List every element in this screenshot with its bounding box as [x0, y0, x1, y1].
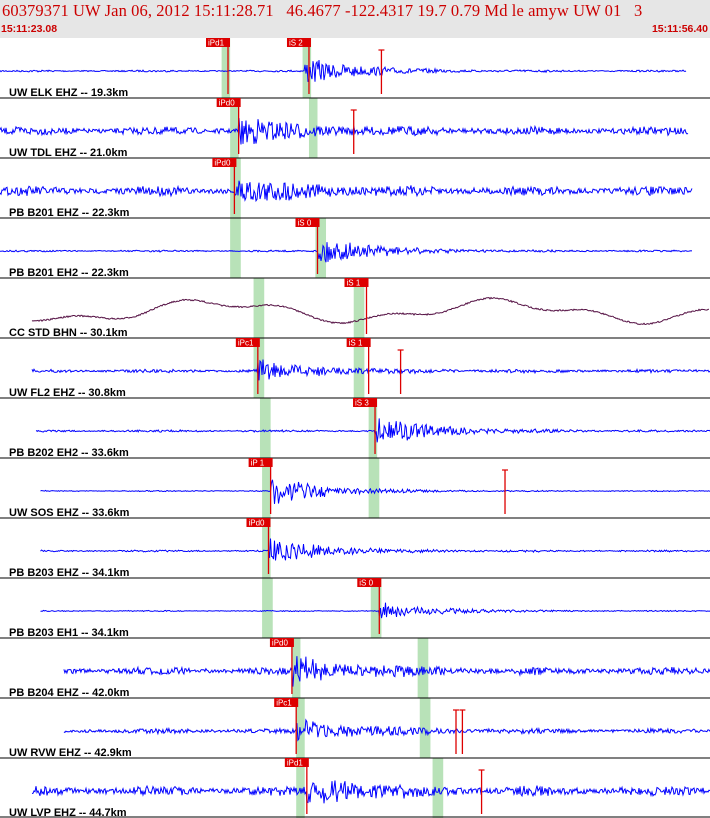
svg-text:iPd0: iPd0 — [272, 639, 289, 648]
waveform-trace — [0, 242, 693, 263]
pick-label: iPc1 — [274, 698, 299, 708]
pick-window — [262, 518, 271, 578]
waveform-trace — [31, 780, 710, 804]
station-label: UW LVP EHZ -- 44.7km — [9, 807, 127, 818]
svg-text:iPd1: iPd1 — [208, 39, 225, 48]
waveform-trace — [31, 296, 710, 326]
svg-text:iS 1: iS 1 — [349, 339, 363, 348]
pick-label: iS 1 — [344, 278, 369, 288]
svg-text:iPd0: iPd0 — [219, 99, 236, 108]
station-label: PB B201 EH2 -- 22.3km — [9, 267, 129, 279]
pick-label: iPd1 — [206, 38, 231, 48]
pick-label: iPd0 — [216, 98, 241, 108]
station-label: UW FL2 EHZ -- 30.8km — [9, 387, 126, 399]
pick-label: iPd0 — [269, 638, 294, 648]
svg-text:iPd0: iPd0 — [214, 159, 231, 168]
pick-label: iPc1 — [235, 338, 260, 348]
pick-label: iPd0 — [246, 518, 271, 528]
waveform-trace — [31, 359, 710, 381]
event-title: 60379371 UW Jan 06, 2012 15:11:28.71 46.… — [2, 1, 643, 20]
end-time: 15:11:56.40 — [651, 23, 708, 35]
waveform-trace — [40, 602, 710, 619]
pick-label: iS 0 — [357, 578, 382, 588]
station-label: UW ELK EHZ -- 19.3km — [9, 87, 128, 99]
pick-window — [370, 578, 382, 638]
svg-text:iPd1: iPd1 — [287, 759, 304, 768]
pick-label: iPd0 — [212, 158, 237, 168]
pick-window — [221, 38, 231, 98]
start-time: 15:11:23.08 — [1, 23, 58, 35]
waveform-trace — [0, 180, 693, 203]
pick-window — [259, 398, 271, 458]
svg-text:iS 0: iS 0 — [359, 579, 373, 588]
pick-window — [417, 638, 429, 698]
pick-label: iS 3 — [353, 398, 378, 408]
station-label: PB B201 EHZ -- 22.3km — [9, 207, 130, 219]
pick-window — [262, 578, 273, 638]
svg-text:iS 3: iS 3 — [355, 399, 369, 408]
svg-text:iS 1: iS 1 — [347, 279, 361, 288]
station-label: CC STD BHN -- 30.1km — [9, 327, 128, 339]
svg-text:iPc1: iPc1 — [276, 699, 292, 708]
pick-label: iP 1 — [248, 458, 273, 468]
station-label: PB B203 EH1 -- 34.1km — [9, 627, 129, 639]
station-label: PB B202 EH2 -- 33.6km — [9, 447, 129, 459]
waveform-trace — [0, 59, 687, 83]
svg-text:iP 1: iP 1 — [251, 459, 265, 468]
station-label: UW RVW EHZ -- 42.9km — [9, 747, 132, 759]
pick-label: iS 2 — [286, 38, 311, 48]
pick-window — [353, 278, 365, 338]
station-label: UW SOS EHZ -- 33.6km — [9, 507, 130, 519]
seismogram-panel: iPd1 iS 2 UW ELK EHZ -- 19.3km iPd0 UW TDL E… — [0, 38, 710, 818]
pick-window — [432, 758, 444, 818]
waveform-trace — [63, 718, 710, 742]
pick-window — [253, 278, 265, 338]
waveform-trace — [0, 117, 689, 145]
svg-text:iS 0: iS 0 — [297, 219, 311, 228]
pick-window — [368, 398, 378, 458]
pick-window — [230, 158, 241, 218]
station-label: PB B204 EHZ -- 42.0km — [9, 687, 130, 699]
station-label: UW TDL EHZ -- 21.0km — [9, 147, 128, 159]
pick-window — [368, 458, 380, 518]
waveform-trace — [40, 479, 710, 504]
pick-label: iPd1 — [284, 758, 309, 768]
pick-window — [253, 338, 265, 398]
svg-text:iS 2: iS 2 — [289, 39, 303, 48]
waveform-trace — [63, 656, 710, 687]
svg-text:iPc1: iPc1 — [238, 339, 254, 348]
pick-window — [419, 698, 431, 758]
svg-text:iPd0: iPd0 — [248, 519, 265, 528]
pick-window — [230, 218, 241, 278]
pick-window — [262, 458, 271, 518]
waveform-trace — [40, 538, 710, 561]
pick-window — [230, 98, 239, 158]
station-label: PB B203 EHZ -- 34.1km — [9, 567, 130, 579]
event-header: 60379371 UW Jan 06, 2012 15:11:28.71 46.… — [0, 0, 710, 38]
pick-window — [315, 218, 327, 278]
pick-label: iS 0 — [295, 218, 320, 228]
pick-window — [308, 98, 318, 158]
pick-label: iS 1 — [346, 338, 371, 348]
